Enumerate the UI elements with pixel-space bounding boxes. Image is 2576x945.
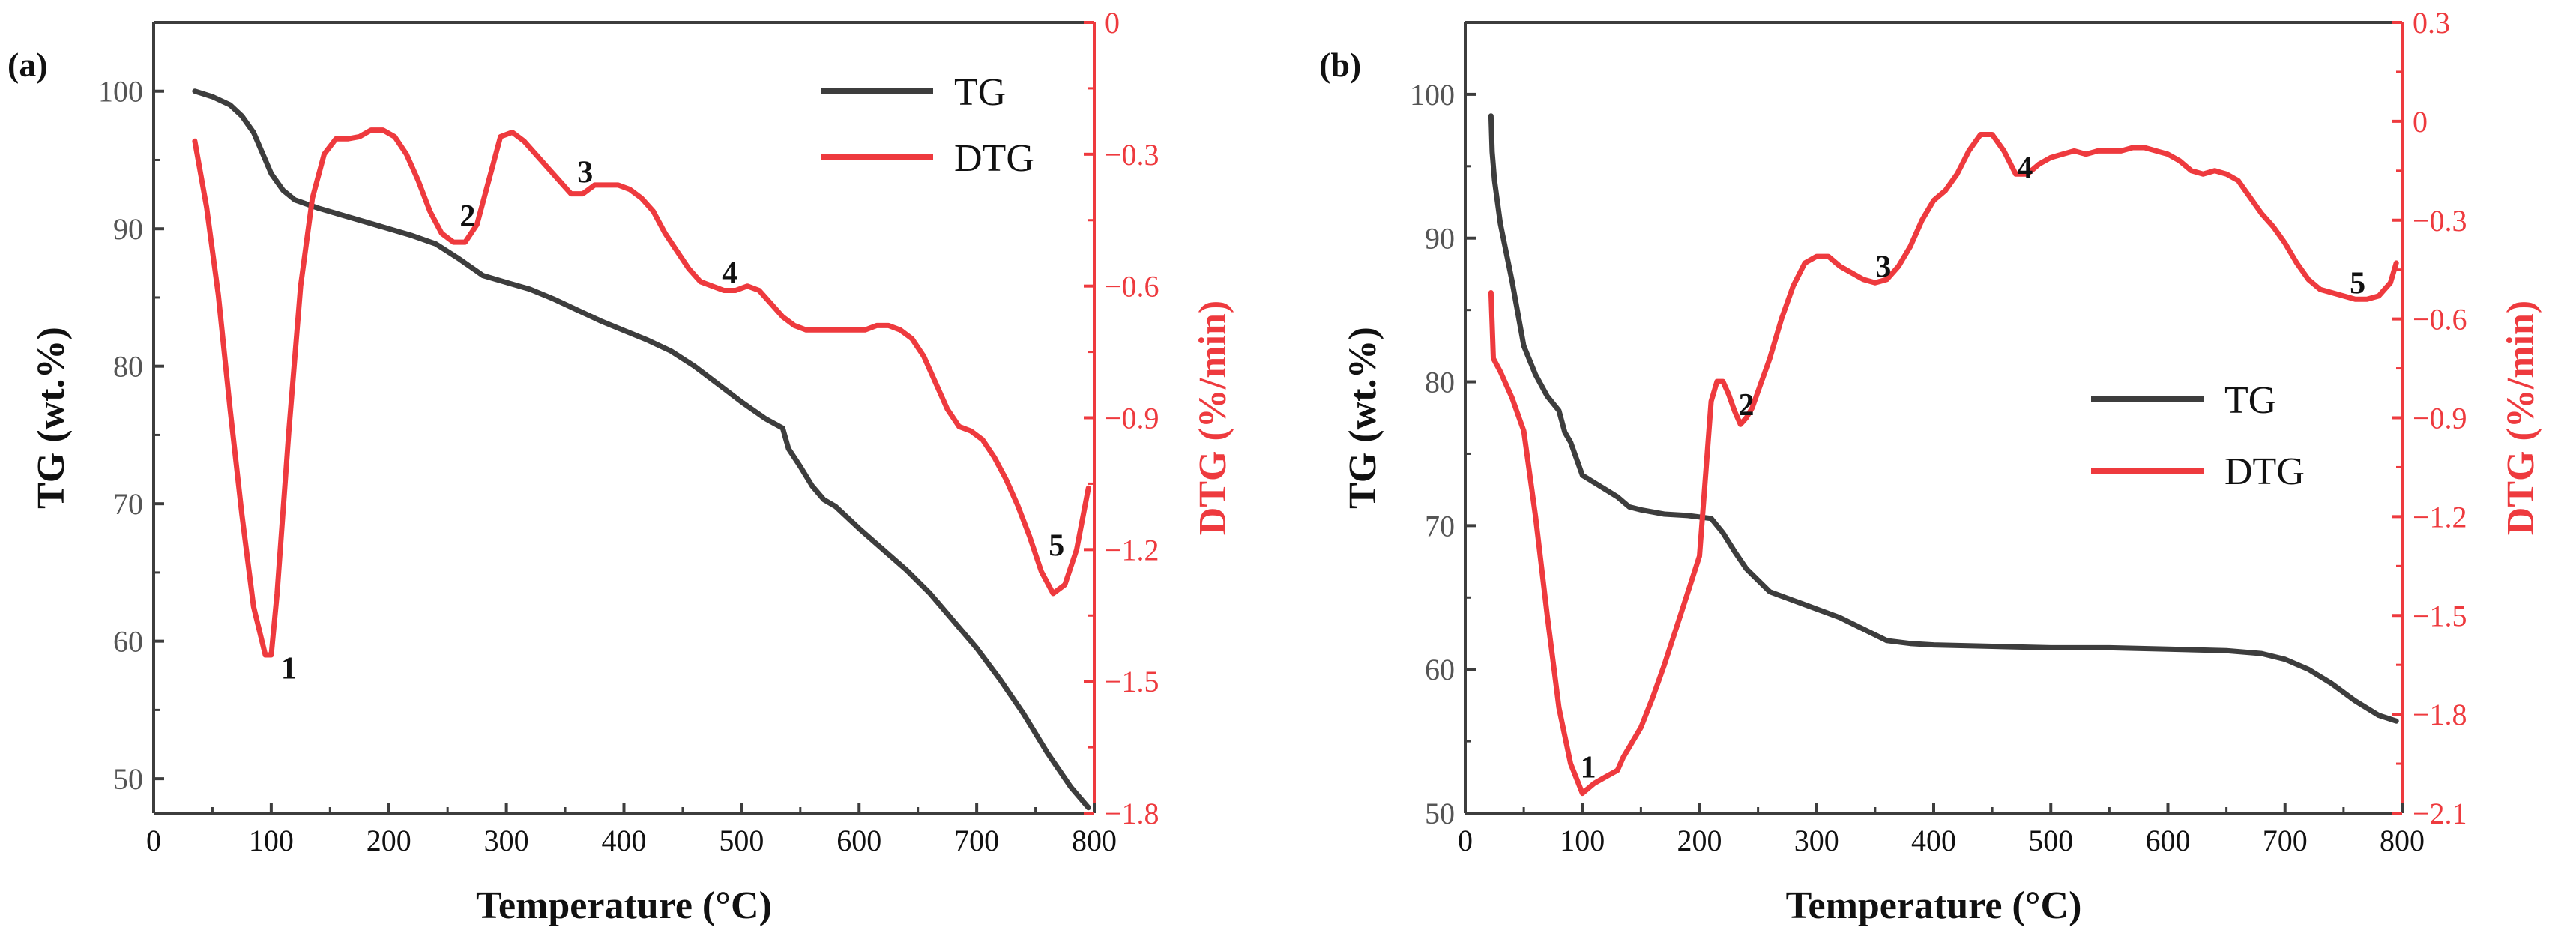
y-right-axis-title: DTG (%/min): [2500, 301, 2542, 535]
peak-annotation: 3: [1875, 250, 1891, 284]
x-axis-title: Temperature (°C): [476, 884, 772, 927]
legend-label-dtg: DTG: [954, 137, 1034, 180]
x-tick-label: 600: [836, 824, 881, 857]
peak-annotation: 3: [577, 155, 593, 190]
peak-annotation: 1: [1581, 750, 1596, 785]
x-tick-label: 600: [2146, 824, 2191, 857]
peak-annotation: 2: [459, 199, 475, 234]
x-tick-label: 200: [367, 824, 411, 857]
y-tick-label: 60: [1425, 653, 1455, 686]
x-tick-label: 100: [249, 824, 294, 857]
y-tick-label: 100: [98, 75, 143, 109]
series-line-dtg: [1488, 132, 2399, 797]
legend-label-dtg: DTG: [2224, 450, 2305, 493]
x-tick-label: 300: [1794, 824, 1839, 857]
legend-label-tg: TG: [2224, 379, 2276, 422]
x-tick-label: 100: [1560, 824, 1605, 857]
y-tick-label: 60: [113, 625, 143, 659]
y-right-tick-label: −0.3: [2413, 204, 2467, 238]
panel-a: 0 100 200 300 400 500 600 700 8005060708090100−1…: [7, 6, 1234, 927]
y-tick-label: 80: [113, 350, 143, 384]
x-axis-title: Temperature (°C): [1786, 884, 2082, 927]
x-tick-label: 800: [2380, 824, 2425, 857]
peak-annotation: 4: [2017, 151, 2033, 185]
y-right-axis-title: DTG (%/min): [1192, 301, 1234, 535]
y-tick-label: 90: [1425, 222, 1455, 256]
peak-annotation: 5: [2350, 266, 2365, 301]
x-tick-label: 0: [1458, 824, 1473, 857]
panel-b: 0 100 200 300 400 500 600 700 8005060708090100−2…: [1319, 6, 2542, 927]
y-right-tick-label: −0.9: [2413, 402, 2467, 435]
y-right-tick-label: 0.3: [2413, 6, 2450, 40]
panel-label: (b): [1319, 46, 1361, 84]
y-right-tick-label: −1.2: [2413, 500, 2467, 534]
y-tick-label: 50: [1425, 797, 1455, 830]
legend-label-tg: TG: [954, 71, 1006, 114]
peak-annotation: 1: [281, 652, 297, 686]
peak-annotation: 5: [1049, 528, 1064, 563]
x-tick-label: 200: [1677, 824, 1722, 857]
x-tick-label: 400: [1911, 824, 1956, 857]
x-tick-label: 400: [602, 824, 647, 857]
y-right-tick-label: −1.8: [2413, 698, 2467, 731]
peak-annotation: 2: [1739, 388, 1755, 423]
y-axis-title: TG (wt.%): [30, 327, 73, 509]
y-tick-label: 70: [113, 487, 143, 521]
x-tick-label: 500: [2028, 824, 2073, 857]
series-line-tg: [1488, 113, 2399, 724]
y-right-tick-label: 0: [1105, 6, 1120, 40]
panel-label: (a): [7, 46, 48, 84]
series-line-tg: [192, 88, 1091, 811]
x-tick-label: 500: [719, 824, 764, 857]
x-tick-label: 0: [146, 824, 161, 857]
x-tick-label: 700: [2263, 824, 2308, 857]
peak-annotation: 4: [722, 256, 737, 291]
y-right-tick-label: −0.9: [1105, 402, 1159, 435]
y-tick-label: 70: [1425, 509, 1455, 543]
y-right-tick-label: −1.5: [2413, 599, 2467, 632]
series-line-dtg: [192, 127, 1091, 658]
y-right-tick-label: −2.1: [2413, 797, 2467, 830]
y-tick-label: 50: [113, 762, 143, 796]
y-tick-label: 90: [113, 212, 143, 246]
y-axis-title: TG (wt.%): [1342, 327, 1384, 509]
x-tick-label: 300: [484, 824, 529, 857]
y-right-tick-label: −0.6: [1105, 270, 1159, 304]
y-right-tick-label: −1.2: [1105, 533, 1159, 567]
y-right-tick-label: −1.5: [1105, 665, 1159, 698]
y-right-tick-label: −0.3: [1105, 138, 1159, 172]
y-right-tick-label: −0.6: [2413, 303, 2467, 336]
y-right-tick-label: −1.8: [1105, 797, 1159, 830]
x-tick-label: 700: [954, 824, 999, 857]
x-tick-label: 800: [1072, 824, 1117, 857]
y-tick-label: 80: [1425, 366, 1455, 399]
y-tick-label: 100: [1410, 78, 1455, 112]
y-right-tick-label: 0: [2413, 105, 2428, 139]
